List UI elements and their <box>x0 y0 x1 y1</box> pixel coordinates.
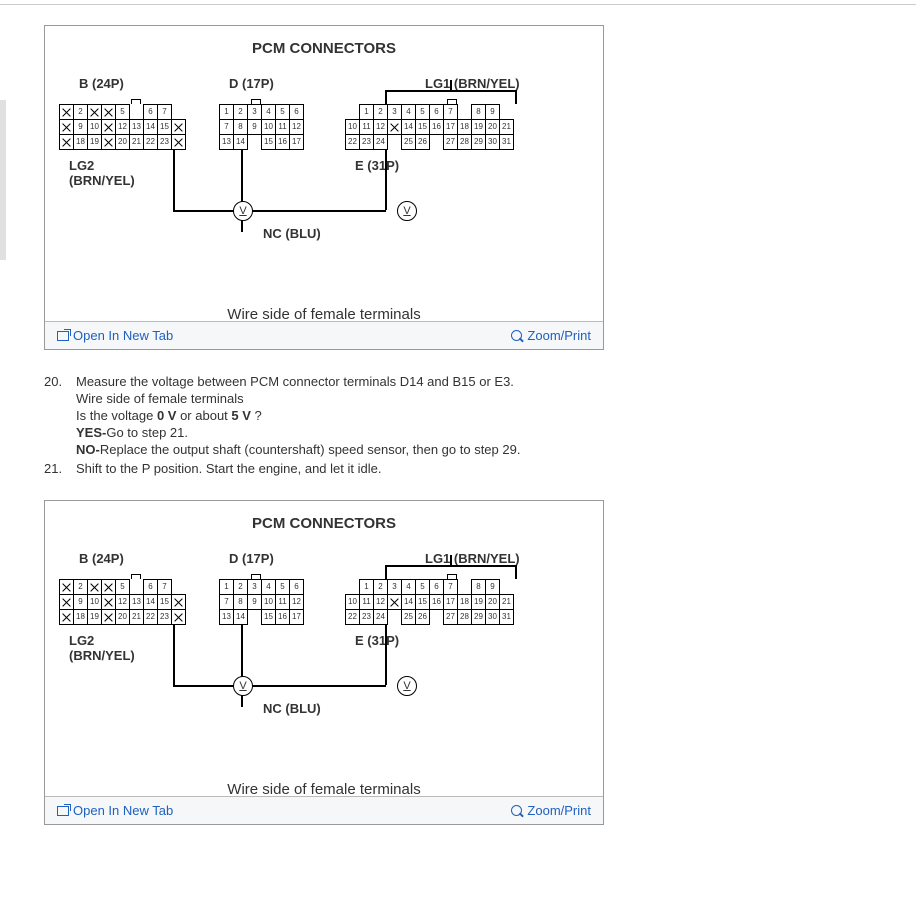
open-new-tab-link[interactable]: Open In New Tab <box>57 328 173 343</box>
step-text: Shift to the P position. Start the engin… <box>76 461 381 476</box>
conn-d-label: D (17P) <box>229 551 274 566</box>
open-tab-icon <box>57 331 69 341</box>
step-21: 21. Shift to the P position. Start the e… <box>44 461 886 476</box>
wire <box>385 90 515 92</box>
conn-b-label: B (24P) <box>79 551 124 566</box>
zoom-print-label: Zoom/Print <box>527 803 591 818</box>
step-sub: Wire side of female terminals <box>76 391 886 406</box>
conn-b: 2567 91012131415 181920212223 <box>59 104 186 150</box>
voltmeter-icon: V <box>233 676 253 696</box>
diagram-caption: Wire side of female terminals <box>45 781 603 798</box>
step-number: 20. <box>44 374 72 389</box>
wire <box>450 80 452 90</box>
conn-d: 123456 789101112 1314151617 <box>219 104 304 150</box>
step-number: 21. <box>44 461 72 476</box>
sig-lg1: LG1 (BRN/YEL) <box>425 76 520 91</box>
diagram-title: PCM CONNECTORS <box>59 515 589 532</box>
step-no: NO-Replace the output shaft (countershaf… <box>76 442 886 457</box>
wire <box>261 210 386 212</box>
open-new-tab-label: Open In New Tab <box>73 328 173 343</box>
conn-e-label: E (31P) <box>355 158 399 173</box>
diagram-2: PCM CONNECTORS B (24P) 2567 91012131415 … <box>45 501 603 796</box>
sig-nc: NC (BLU) <box>263 701 321 716</box>
step-20: 20. Measure the voltage between PCM conn… <box>44 374 886 457</box>
wire <box>385 150 387 210</box>
diagram-1: PCM CONNECTORS B (24P) 2567 91012131415 … <box>45 26 603 321</box>
open-tab-icon <box>57 806 69 816</box>
procedure-steps: 20. Measure the voltage between PCM conn… <box>44 374 886 476</box>
wire <box>385 90 387 104</box>
diagram-toolbar: Open In New Tab Zoom/Print <box>45 321 603 349</box>
open-new-tab-link[interactable]: Open In New Tab <box>57 803 173 818</box>
zoom-icon <box>511 805 523 817</box>
diagram-card-2: PCM CONNECTORS B (24P) 2567 91012131415 … <box>44 500 604 825</box>
sig-lg1: LG1 (BRN/YEL) <box>425 551 520 566</box>
left-scrollbar-stub <box>0 100 6 260</box>
zoom-icon <box>511 330 523 342</box>
sig-lg2: LG2 (BRN/YEL) <box>69 158 135 188</box>
conn-e: 123456789 1011121415161718192021 2223242… <box>345 579 514 625</box>
zoom-print-link[interactable]: Zoom/Print <box>511 803 591 818</box>
wire <box>173 150 175 210</box>
diagram-title: PCM CONNECTORS <box>59 40 589 57</box>
voltmeter-icon: V <box>397 676 417 696</box>
sig-lg2: LG2 (BRN/YEL) <box>69 633 135 663</box>
step-yes: YES-Go to step 21. <box>76 425 886 440</box>
conn-d: 123456 789101112 1314151617 <box>219 579 304 625</box>
conn-e: 123456789 1011121415161718192021 2223242… <box>345 104 514 150</box>
wire <box>515 90 517 104</box>
step-question: Is the voltage 0 V or about 5 V ? <box>76 408 886 423</box>
diagram-card-1: PCM CONNECTORS B (24P) 2567 91012131415 … <box>44 25 604 350</box>
conn-b: 2567 91012131415 181920212223 <box>59 579 186 625</box>
zoom-print-label: Zoom/Print <box>527 328 591 343</box>
open-new-tab-label: Open In New Tab <box>73 803 173 818</box>
conn-b-label: B (24P) <box>79 76 124 91</box>
diagram-caption: Wire side of female terminals <box>45 306 603 323</box>
voltmeter-icon: V <box>233 201 253 221</box>
conn-e-label: E (31P) <box>355 633 399 648</box>
diagram-toolbar: Open In New Tab Zoom/Print <box>45 796 603 824</box>
page-content: PCM CONNECTORS B (24P) 2567 91012131415 … <box>0 5 916 825</box>
step-text: Measure the voltage between PCM connecto… <box>76 374 514 389</box>
voltmeter-icon: V <box>397 201 417 221</box>
zoom-print-link[interactable]: Zoom/Print <box>511 328 591 343</box>
conn-d-label: D (17P) <box>229 76 274 91</box>
sig-nc: NC (BLU) <box>263 226 321 241</box>
